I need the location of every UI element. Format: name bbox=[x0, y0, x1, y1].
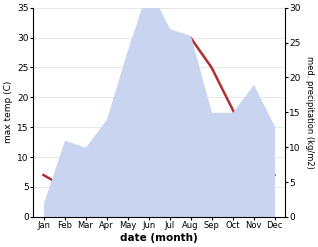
X-axis label: date (month): date (month) bbox=[120, 233, 198, 243]
Y-axis label: max temp (C): max temp (C) bbox=[4, 81, 13, 144]
Y-axis label: med. precipitation (kg/m2): med. precipitation (kg/m2) bbox=[305, 56, 314, 169]
